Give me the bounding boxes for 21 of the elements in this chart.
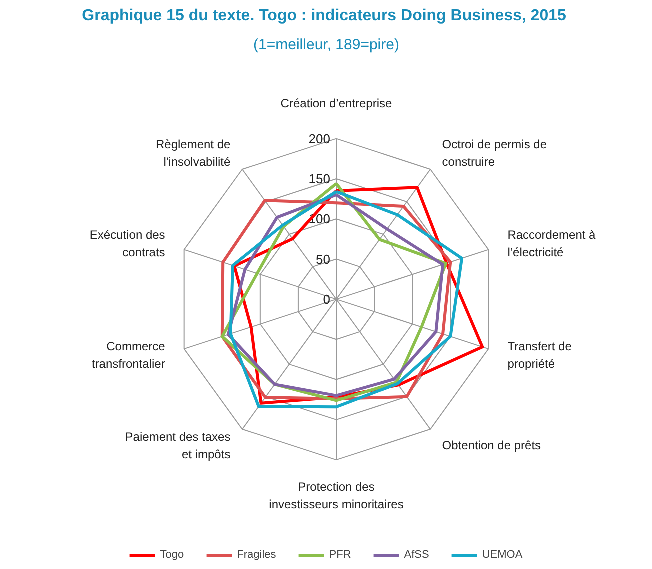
spoke-label: Commerce transfrontalier (92, 340, 166, 372)
legend-label: AfSS (404, 549, 430, 561)
legend-label: PFR (329, 549, 352, 561)
spoke-label: Obtention de prêts (442, 438, 542, 453)
spoke-label: Règlement de l'insolvabilité (156, 138, 232, 169)
spoke-label: Exécution des contrats (90, 228, 166, 260)
y-tick-label: 150 (308, 171, 331, 186)
spoke-label: Paiement des taxes et impôts (125, 430, 231, 462)
spoke-label: Octroi de permis de construire (442, 138, 548, 169)
spoke-label: Transfert de propriété (508, 340, 572, 372)
spoke-label: Création d’entreprise (280, 96, 393, 111)
legend-label: Togo (160, 549, 184, 561)
y-tick-label: 50 (316, 252, 331, 267)
legend-label: UEMOA (482, 549, 523, 561)
y-tick-label: 0 (323, 292, 331, 307)
chart-title: Graphique 15 du texte. Togo : indicateurs Doing Business, 2015 (82, 8, 567, 24)
legend-label: Fragiles (237, 549, 276, 561)
spoke-label: Protection des investisseurs minoritaires (269, 480, 404, 512)
spoke-label: Raccordement à l’électricité (508, 228, 596, 260)
chart-subtitle: (1=meilleur, 189=pire) (254, 36, 400, 54)
y-tick-label: 200 (308, 131, 331, 146)
